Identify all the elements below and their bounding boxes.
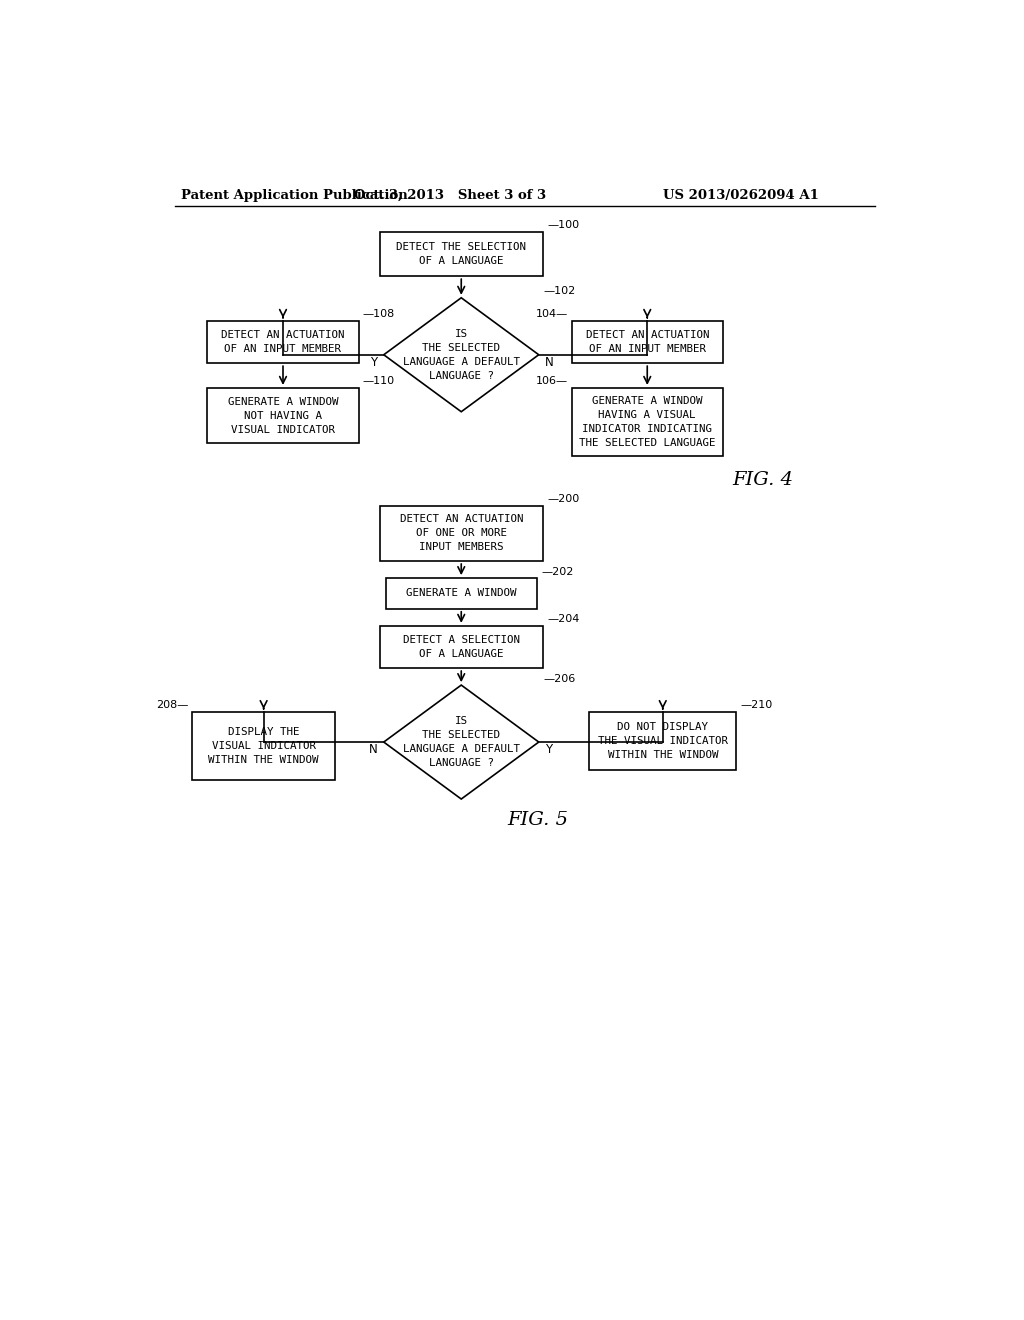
Bar [571, 321, 723, 363]
Bar [191, 711, 335, 780]
Text: Patent Application Publication: Patent Application Publication [180, 189, 408, 202]
Polygon shape [384, 685, 539, 799]
Text: 208—: 208— [156, 701, 188, 710]
Text: DETECT AN ACTUATION
OF AN INPUT MEMBER: DETECT AN ACTUATION OF AN INPUT MEMBER [586, 330, 709, 354]
Text: —210: —210 [740, 701, 772, 710]
Bar [208, 388, 358, 444]
Text: Oct. 3, 2013   Sheet 3 of 3: Oct. 3, 2013 Sheet 3 of 3 [353, 189, 546, 202]
Text: US 2013/0262094 A1: US 2013/0262094 A1 [663, 189, 818, 202]
Text: 106—: 106— [536, 376, 568, 387]
Text: DETECT AN ACTUATION
OF ONE OR MORE
INPUT MEMBERS: DETECT AN ACTUATION OF ONE OR MORE INPUT… [399, 515, 523, 552]
Text: DETECT THE SELECTION
OF A LANGUAGE: DETECT THE SELECTION OF A LANGUAGE [396, 242, 526, 265]
Bar [380, 231, 543, 276]
Text: GENERATE A WINDOW
NOT HAVING A
VISUAL INDICATOR: GENERATE A WINDOW NOT HAVING A VISUAL IN… [227, 396, 338, 434]
Text: —102: —102 [544, 286, 575, 296]
Text: DETECT A SELECTION
OF A LANGUAGE: DETECT A SELECTION OF A LANGUAGE [402, 635, 520, 659]
Text: —202: —202 [542, 566, 573, 577]
Text: IS
THE SELECTED
LANGUAGE A DEFAULT
LANGUAGE ?: IS THE SELECTED LANGUAGE A DEFAULT LANGU… [402, 329, 520, 380]
Bar [571, 388, 723, 455]
Text: —100: —100 [547, 220, 580, 230]
Text: Y: Y [545, 743, 552, 756]
Text: —108: —108 [362, 309, 394, 319]
Bar [208, 321, 358, 363]
Text: FIG. 5: FIG. 5 [508, 810, 568, 829]
Text: —110: —110 [362, 376, 394, 387]
Text: —204: —204 [547, 614, 580, 624]
Text: DISPLAY THE
VISUAL INDICATOR
WITHIN THE WINDOW: DISPLAY THE VISUAL INDICATOR WITHIN THE … [208, 727, 318, 764]
Bar [386, 578, 537, 609]
Text: DETECT AN ACTUATION
OF AN INPUT MEMBER: DETECT AN ACTUATION OF AN INPUT MEMBER [221, 330, 345, 354]
Text: DO NOT DISPLAY
THE VISUAL INDICATOR
WITHIN THE WINDOW: DO NOT DISPLAY THE VISUAL INDICATOR WITH… [598, 722, 728, 760]
Polygon shape [384, 298, 539, 412]
Text: GENERATE A WINDOW: GENERATE A WINDOW [406, 589, 516, 598]
Text: IS
THE SELECTED
LANGUAGE A DEFAULT
LANGUAGE ?: IS THE SELECTED LANGUAGE A DEFAULT LANGU… [402, 715, 520, 768]
Text: GENERATE A WINDOW
HAVING A VISUAL
INDICATOR INDICATING
THE SELECTED LANGUAGE: GENERATE A WINDOW HAVING A VISUAL INDICA… [579, 396, 716, 447]
Text: N: N [369, 743, 378, 756]
Text: 104—: 104— [536, 309, 568, 319]
Text: —206: —206 [544, 673, 575, 684]
Text: FIG. 4: FIG. 4 [732, 471, 794, 488]
Text: —200: —200 [547, 494, 580, 504]
Text: N: N [545, 356, 554, 370]
Bar [380, 626, 543, 668]
Bar [380, 506, 543, 561]
Text: Y: Y [371, 356, 378, 370]
Bar [589, 711, 736, 770]
